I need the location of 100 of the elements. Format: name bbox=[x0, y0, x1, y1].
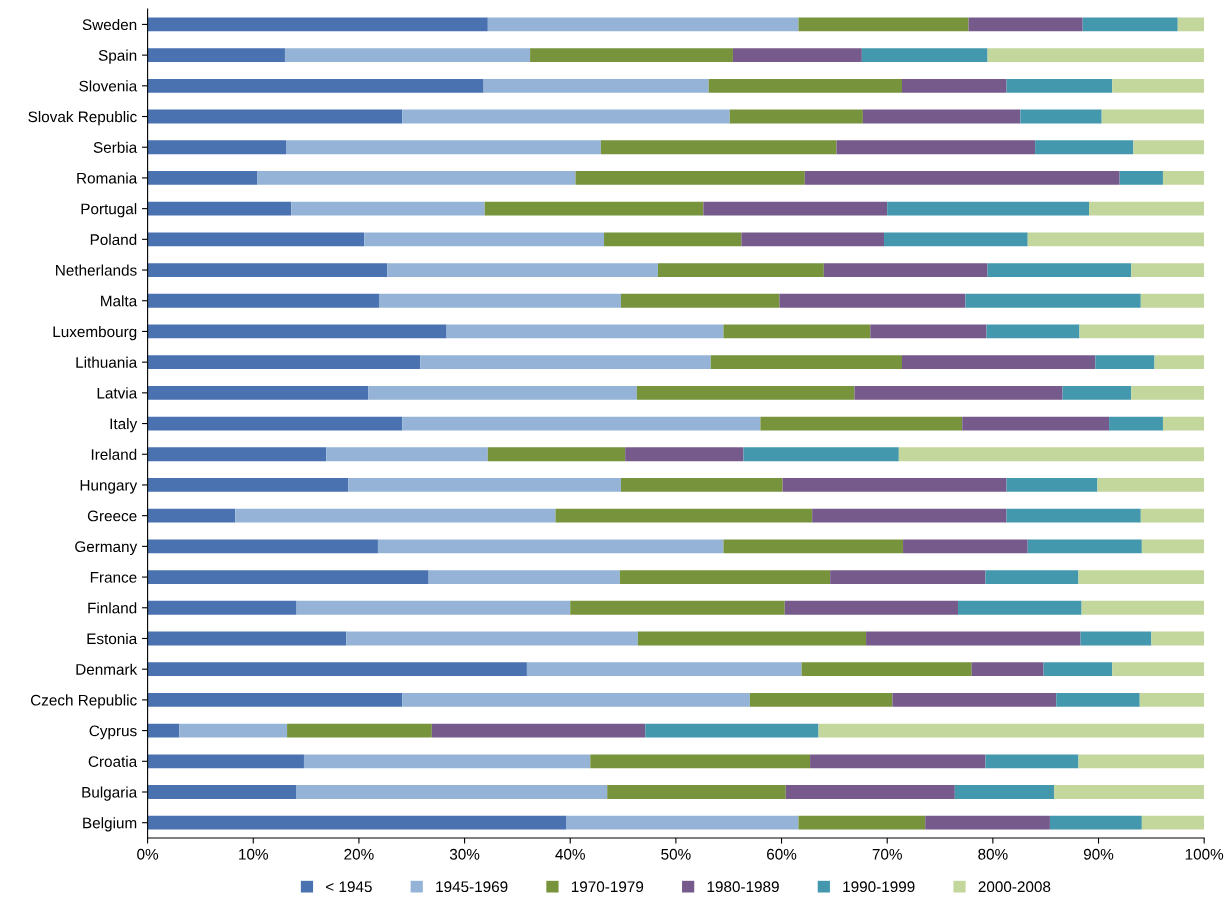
bar bbox=[147, 48, 285, 63]
bar bbox=[368, 385, 637, 400]
bar bbox=[901, 355, 1096, 370]
bar bbox=[887, 201, 1089, 216]
bar bbox=[346, 631, 638, 646]
bar bbox=[377, 539, 724, 554]
bar bbox=[987, 263, 1132, 277]
bar bbox=[957, 600, 1082, 615]
bar bbox=[898, 447, 1205, 462]
bar bbox=[986, 324, 1080, 339]
bar bbox=[1095, 355, 1155, 370]
bar bbox=[1140, 293, 1205, 308]
bar bbox=[1080, 631, 1152, 646]
bar bbox=[147, 201, 292, 216]
y-tick-label: Cyprus bbox=[89, 725, 137, 740]
y-tick-label: Poland bbox=[90, 233, 137, 246]
bar bbox=[1112, 662, 1205, 677]
bar bbox=[446, 324, 724, 339]
bar bbox=[804, 171, 1120, 185]
bar bbox=[431, 723, 646, 738]
bar bbox=[570, 600, 785, 615]
bar bbox=[636, 385, 855, 400]
bar bbox=[965, 293, 1141, 308]
bar bbox=[779, 293, 966, 308]
bar bbox=[1131, 263, 1205, 277]
bar bbox=[732, 48, 862, 63]
bar bbox=[147, 815, 566, 830]
bar bbox=[179, 723, 288, 738]
bar bbox=[147, 109, 403, 124]
bar bbox=[147, 447, 327, 462]
bar bbox=[723, 324, 871, 339]
bar bbox=[303, 754, 591, 769]
y-tick-label: Serbia bbox=[93, 141, 138, 153]
x-tick-label: 40% bbox=[555, 848, 585, 860]
bar bbox=[1089, 201, 1205, 216]
bar bbox=[1056, 692, 1140, 707]
bar bbox=[784, 600, 958, 615]
bar bbox=[749, 692, 893, 707]
bar bbox=[619, 570, 831, 584]
bar bbox=[147, 17, 488, 32]
y-tick-label: Lithuania bbox=[76, 356, 138, 368]
bar bbox=[743, 447, 899, 462]
x-tick-label: 20% bbox=[344, 848, 374, 860]
y-tick-label: Romania bbox=[77, 172, 138, 184]
bar bbox=[798, 815, 926, 830]
y-tick-label: Germany bbox=[75, 541, 138, 556]
y-tick-label: Slovak Republic bbox=[28, 110, 137, 126]
bar bbox=[147, 662, 527, 677]
bar bbox=[1141, 815, 1205, 830]
bar bbox=[798, 17, 969, 32]
bar bbox=[1006, 78, 1113, 93]
bar bbox=[147, 78, 484, 93]
bar bbox=[1177, 17, 1205, 32]
bar bbox=[810, 754, 986, 769]
bar bbox=[962, 416, 1110, 431]
y-tick-label: Sweden bbox=[82, 18, 137, 31]
bar bbox=[987, 48, 1205, 63]
bar bbox=[1119, 171, 1163, 185]
bar bbox=[818, 723, 1205, 738]
bar bbox=[1027, 539, 1142, 554]
bar bbox=[284, 48, 531, 63]
bar bbox=[901, 78, 1007, 93]
bar bbox=[147, 293, 379, 308]
y-tick-label: Luxembourg bbox=[53, 325, 137, 341]
bar bbox=[147, 631, 347, 646]
bar bbox=[487, 447, 626, 462]
bar bbox=[1035, 140, 1134, 155]
legend-label: 1980-1989 bbox=[707, 881, 779, 893]
bar bbox=[1078, 570, 1205, 584]
legend-label: 1970-1979 bbox=[571, 881, 644, 893]
bar bbox=[1079, 324, 1205, 339]
bar bbox=[1082, 17, 1178, 32]
bar bbox=[287, 723, 432, 738]
bar bbox=[1049, 815, 1142, 830]
bar bbox=[235, 508, 556, 523]
x-tick-label: 10% bbox=[239, 848, 268, 860]
bar bbox=[1140, 508, 1205, 523]
bar bbox=[147, 600, 297, 615]
bar bbox=[378, 293, 621, 308]
bar bbox=[645, 723, 819, 738]
x-tick-label: 60% bbox=[767, 848, 797, 860]
bar bbox=[785, 785, 955, 799]
y-tick-label: Finland bbox=[88, 602, 137, 614]
bar bbox=[741, 232, 885, 247]
bar bbox=[257, 171, 576, 185]
bar bbox=[147, 355, 421, 370]
bar bbox=[555, 508, 813, 523]
x-tick-label: 80% bbox=[978, 848, 1008, 860]
bar bbox=[812, 508, 1007, 523]
x-tick-label: 0% bbox=[137, 848, 159, 860]
bar bbox=[782, 478, 1007, 492]
bar bbox=[903, 539, 1028, 554]
bar bbox=[147, 508, 236, 523]
bar bbox=[590, 754, 811, 769]
bar bbox=[147, 140, 287, 155]
legend-label: 2000-2008 bbox=[978, 881, 1051, 893]
bar bbox=[985, 570, 1079, 584]
bar bbox=[326, 447, 488, 462]
y-tick-label: Denmark bbox=[76, 663, 138, 675]
legend-label: 1990-1999 bbox=[843, 881, 915, 893]
